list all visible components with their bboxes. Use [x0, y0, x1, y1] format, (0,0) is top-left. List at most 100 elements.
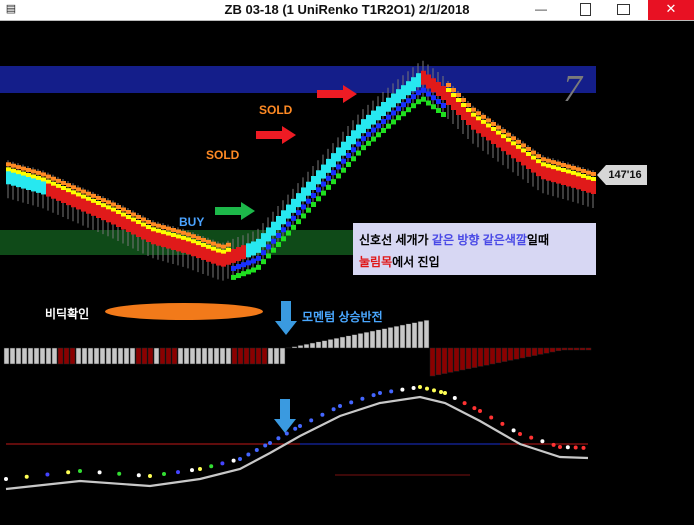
candle-body: [541, 165, 546, 180]
green-band-block: [381, 128, 386, 133]
candle-body: [396, 89, 401, 104]
green-band-block: [441, 112, 446, 117]
signal-dot: [462, 401, 467, 406]
histogram-bar: [339, 336, 346, 349]
blue-band-block: [351, 147, 356, 153]
candle-body: [336, 147, 341, 162]
candle-body: [221, 252, 226, 267]
orange-band-block: [226, 242, 231, 247]
yellow-band-block: [81, 194, 86, 199]
green-band-block: [231, 274, 236, 280]
candle-body: [271, 221, 276, 236]
candle-body: [106, 208, 111, 223]
signal-dot: [371, 393, 376, 398]
blue-band-block: [366, 131, 371, 137]
orange-band-block: [556, 161, 561, 166]
yellow-band-block: [171, 233, 176, 237]
yellow-band-block: [591, 177, 596, 181]
yellow-band-block: [116, 210, 121, 214]
yellow-band-block: [216, 248, 221, 253]
chart-app-icon[interactable]: ▤: [5, 3, 17, 15]
yellow-band-block: [491, 127, 496, 131]
down-arrow-icon: [275, 301, 297, 335]
blue-band-block: [306, 198, 311, 204]
candle-body: [361, 119, 366, 134]
histogram-bar: [279, 347, 286, 365]
green-band-block: [261, 259, 266, 265]
signal-dot: [573, 445, 578, 450]
orange-band-block: [31, 169, 36, 174]
histogram-bar: [243, 347, 250, 365]
sold-label-upper: SOLD: [259, 103, 293, 117]
histogram-bar: [333, 337, 340, 349]
candle-body: [366, 114, 371, 129]
orange-band-block: [471, 107, 476, 112]
signal-dot: [400, 387, 405, 392]
green-band-block: [271, 247, 276, 253]
histogram-bar: [87, 347, 94, 365]
green-band-block: [431, 104, 436, 110]
orange-band-block: [211, 241, 216, 246]
signal-dot: [418, 385, 422, 389]
blue-band-block: [331, 170, 336, 176]
signal-dot: [284, 431, 289, 436]
green-band-block: [311, 202, 316, 207]
close-button[interactable]: ✕: [648, 0, 694, 20]
price-chart-svg: [0, 60, 596, 491]
confirm-label: 비딕확인: [45, 307, 90, 321]
signal-dot: [511, 428, 516, 433]
histogram-bar: [417, 321, 424, 349]
green-band-block: [291, 224, 296, 230]
histogram-bar: [435, 347, 442, 376]
histogram-bar: [255, 347, 262, 365]
signal-dot: [117, 471, 122, 476]
yellow-band-block: [556, 166, 561, 171]
yellow-band-block: [66, 188, 71, 193]
blue-band-block: [251, 258, 256, 264]
yellow-band-block: [211, 246, 216, 251]
green-band-block: [256, 264, 261, 270]
histogram-bar: [345, 335, 352, 349]
yellow-band-block: [46, 179, 51, 184]
histogram-bar: [183, 347, 190, 365]
green-band-block: [341, 167, 346, 173]
candle-body: [351, 130, 356, 145]
candle-body: [391, 93, 396, 108]
orange-band-block: [106, 200, 111, 205]
signal-dot: [443, 391, 447, 395]
histogram-bar: [495, 347, 502, 364]
signal-dot: [558, 445, 562, 449]
histogram-bar: [81, 347, 88, 365]
candle-body: [421, 70, 426, 85]
candle-body: [516, 147, 521, 162]
current-price-tag: 147'16: [597, 165, 647, 185]
histogram-bar: [123, 347, 130, 365]
blue-band-block: [241, 262, 246, 268]
maximize-icon: [616, 4, 630, 16]
maximize-button[interactable]: [604, 0, 642, 20]
signal-dot: [331, 407, 336, 412]
histogram-bar: [315, 341, 322, 349]
minimize-button[interactable]: —: [535, 2, 547, 16]
green-band-block: [296, 219, 301, 225]
candle-body: [86, 199, 91, 214]
yellow-band-block: [226, 247, 231, 252]
signal-dot: [411, 385, 416, 390]
orange-band-block: [16, 165, 21, 170]
green-band-block: [281, 236, 286, 242]
orange-band-block: [536, 154, 541, 159]
signal-dot: [500, 421, 505, 426]
note-line-1: 신호선 세개가 같은 방향 같은색깔일때: [359, 229, 588, 251]
signal-dot: [298, 424, 302, 428]
signal-dot: [439, 390, 443, 395]
candle-body: [501, 137, 506, 152]
histogram-bar: [561, 347, 568, 351]
restore-small-button[interactable]: [566, 0, 604, 20]
histogram-bar: [303, 343, 310, 349]
chart-area[interactable]: SOLD SOLD BUY 7 147'16 신호선 세개가 같은 방향 같은색…: [0, 21, 694, 525]
candle-body: [241, 245, 246, 260]
signal-dot: [162, 472, 166, 477]
note-line-2: 눌림목에서 진입: [359, 251, 588, 273]
histogram-bar: [573, 347, 580, 351]
histogram-bar: [549, 347, 556, 353]
